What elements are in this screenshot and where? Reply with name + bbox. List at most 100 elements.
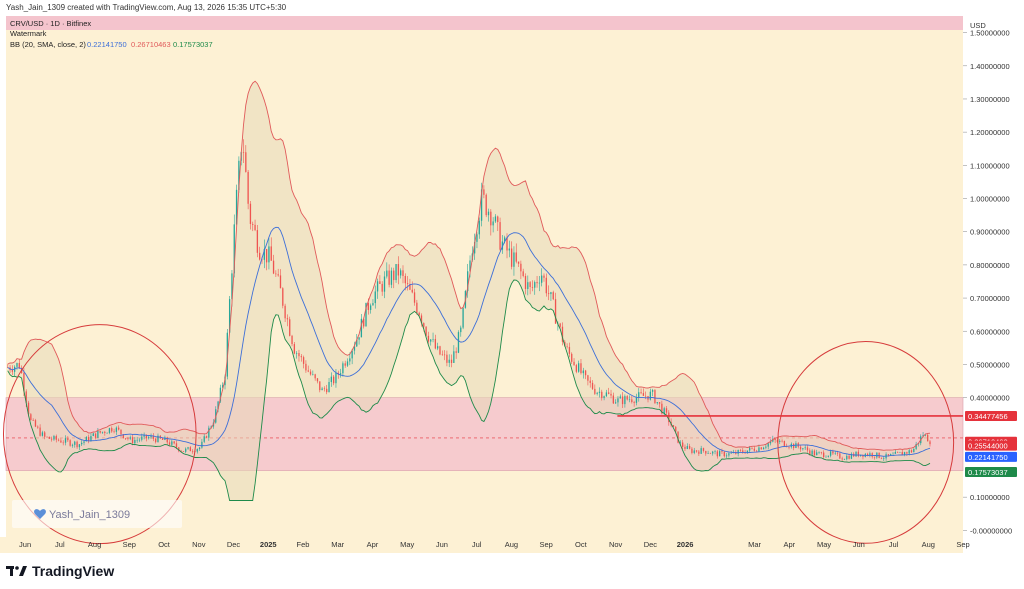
candle [81, 440, 83, 447]
candle [781, 439, 783, 443]
y-tick-label: 0.90000000 [970, 228, 1010, 237]
candle-body [369, 305, 372, 310]
candle-body [878, 452, 880, 458]
heart-icon [34, 509, 46, 519]
candle [596, 391, 598, 396]
candle [425, 326, 427, 337]
candle-body [453, 351, 455, 363]
candle-body [806, 447, 809, 451]
candle-body [700, 448, 702, 454]
candle [698, 449, 700, 457]
candle-body [122, 434, 124, 439]
price-chart[interactable]: 1.50000000 1.40000000 1.30000000 1.20000000… [0, 16, 1024, 560]
candle-body [203, 436, 205, 442]
candle-body [233, 224, 235, 274]
candle-body [23, 372, 25, 392]
candle-body [71, 444, 74, 446]
candle-body [783, 440, 786, 447]
candle [691, 447, 693, 455]
candle [106, 432, 108, 434]
candle-body [541, 275, 543, 283]
candle [395, 264, 397, 283]
candle [277, 268, 279, 277]
annotation-circle-right [777, 341, 955, 544]
candle-body [596, 392, 598, 394]
candle [543, 273, 545, 282]
candle-body [695, 450, 698, 452]
candle-body [707, 453, 709, 454]
candle [541, 268, 543, 287]
candle [823, 450, 825, 459]
candle-body [365, 302, 367, 327]
candle-body [651, 390, 654, 392]
candle-body [841, 458, 843, 460]
candle-body [584, 370, 587, 376]
candle-body [402, 270, 404, 276]
candle [462, 307, 464, 330]
candle [332, 375, 335, 386]
candle-body [619, 396, 621, 399]
candle-body [180, 450, 182, 452]
candle [37, 425, 39, 429]
tradingview-logo[interactable]: TradingView [6, 563, 114, 579]
candle [83, 441, 85, 446]
candle [71, 443, 74, 448]
candle [53, 434, 55, 441]
x-tick-label: Feb [297, 540, 310, 549]
candle-body [901, 452, 903, 455]
y-tick-label: 0.80000000 [970, 261, 1010, 270]
candle [78, 443, 81, 451]
candle [816, 449, 818, 456]
candle-body [802, 448, 804, 450]
candle [411, 281, 413, 294]
candle [323, 386, 326, 392]
candle-body [809, 450, 811, 455]
candle-body [11, 370, 14, 372]
candle [203, 433, 205, 444]
x-tick-label: 2026 [677, 540, 694, 549]
candle-body [393, 270, 395, 281]
candle-body [591, 382, 594, 389]
candle [774, 438, 776, 444]
candle-body [339, 373, 342, 375]
price-label-box [965, 410, 1017, 421]
candle-body [799, 446, 802, 450]
candle [247, 169, 249, 210]
candle-body [69, 440, 71, 446]
candle-body [430, 339, 432, 342]
candle [899, 451, 901, 453]
candle [400, 268, 402, 279]
candle-body [728, 453, 730, 456]
candle [929, 440, 931, 447]
candle-body [876, 452, 878, 458]
candle-body [272, 260, 275, 274]
candle-body [499, 222, 501, 250]
x-tick-label: Nov [192, 540, 206, 549]
candle-body [494, 216, 497, 222]
candle-body [332, 376, 335, 384]
candle [268, 237, 270, 270]
candle-body [753, 448, 755, 451]
candle [869, 451, 871, 458]
watermark-badge: Yash_Jain_1309 [12, 500, 182, 528]
candle [189, 446, 191, 452]
candle-body [682, 442, 684, 447]
candle [245, 145, 247, 173]
candle-body [869, 453, 871, 456]
candle-body [55, 435, 57, 440]
x-tick-label: Jun [19, 540, 31, 549]
candle [129, 435, 131, 441]
candle-body [788, 446, 790, 448]
candle-body [804, 447, 806, 449]
candle [850, 452, 853, 460]
candle [561, 322, 564, 346]
candle [326, 384, 328, 395]
candle-body [892, 453, 894, 455]
candle-body [534, 282, 536, 288]
x-tick-label: Apr [783, 540, 795, 549]
candle-body [529, 282, 531, 287]
candle-body [39, 427, 41, 436]
candle [906, 451, 908, 457]
candle-body [730, 453, 732, 454]
candle [682, 439, 684, 450]
